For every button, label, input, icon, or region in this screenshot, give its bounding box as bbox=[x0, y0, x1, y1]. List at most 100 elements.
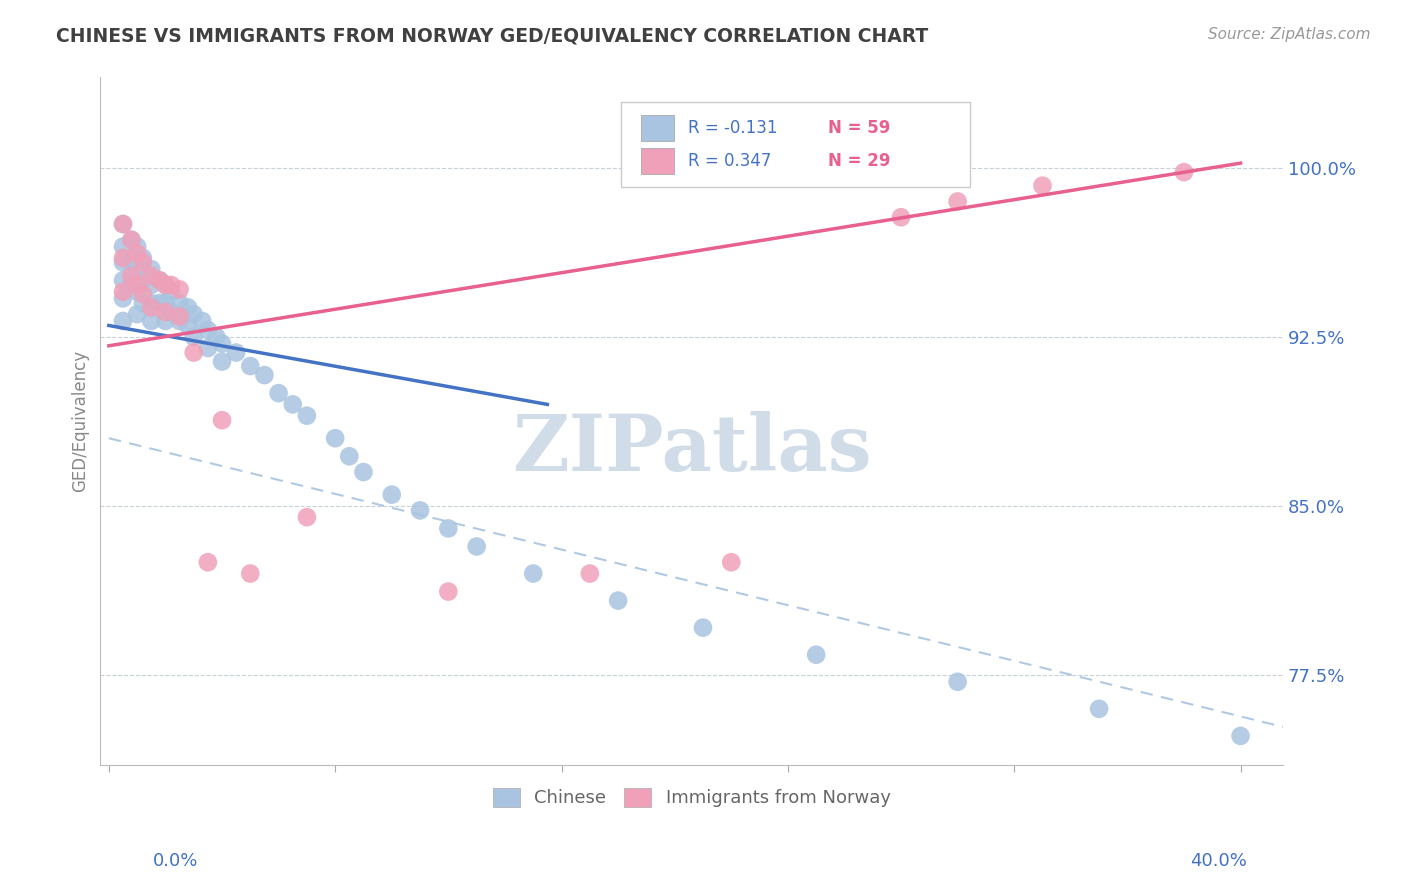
Point bbox=[127, 277, 149, 292]
Point bbox=[295, 510, 318, 524]
Point bbox=[890, 211, 912, 225]
Text: R = -0.131: R = -0.131 bbox=[688, 119, 778, 136]
Point bbox=[804, 648, 827, 662]
Point bbox=[1173, 165, 1195, 179]
Point bbox=[155, 277, 177, 292]
Point bbox=[183, 307, 205, 321]
Point bbox=[127, 262, 149, 277]
Point bbox=[121, 233, 143, 247]
Point bbox=[946, 194, 969, 209]
Point bbox=[141, 301, 163, 315]
Point bbox=[155, 277, 177, 292]
Point bbox=[183, 345, 205, 359]
Legend: Chinese, Immigrants from Norway: Chinese, Immigrants from Norway bbox=[485, 780, 898, 814]
Point bbox=[132, 273, 155, 287]
Point bbox=[141, 262, 163, 277]
Point bbox=[211, 336, 233, 351]
Point bbox=[155, 296, 177, 310]
Point bbox=[155, 305, 177, 319]
Y-axis label: GED/Equivalency: GED/Equivalency bbox=[72, 351, 89, 492]
Point bbox=[381, 487, 404, 501]
Point bbox=[132, 255, 155, 269]
Point bbox=[127, 239, 149, 253]
Point bbox=[337, 450, 360, 464]
Point bbox=[169, 314, 191, 328]
FancyBboxPatch shape bbox=[620, 102, 970, 187]
Point bbox=[149, 296, 172, 310]
Point bbox=[149, 273, 172, 287]
Text: 0.0%: 0.0% bbox=[153, 852, 198, 870]
Point bbox=[132, 287, 155, 301]
Point bbox=[946, 674, 969, 689]
Text: R = 0.347: R = 0.347 bbox=[688, 152, 772, 169]
Point bbox=[160, 277, 183, 292]
Point bbox=[437, 584, 460, 599]
Point bbox=[465, 540, 488, 554]
Point bbox=[205, 330, 228, 344]
Point bbox=[267, 386, 290, 401]
Text: ZIPatlas: ZIPatlas bbox=[512, 411, 872, 487]
Point bbox=[191, 314, 214, 328]
Point bbox=[225, 345, 247, 359]
Point bbox=[111, 292, 134, 306]
Point bbox=[295, 409, 318, 423]
Point bbox=[132, 296, 155, 310]
Point bbox=[111, 285, 134, 299]
Text: N = 29: N = 29 bbox=[828, 152, 890, 169]
Point bbox=[197, 323, 219, 337]
Point bbox=[253, 368, 276, 383]
Point bbox=[211, 413, 233, 427]
Point bbox=[211, 354, 233, 368]
FancyBboxPatch shape bbox=[641, 114, 673, 141]
Text: CHINESE VS IMMIGRANTS FROM NORWAY GED/EQUIVALENCY CORRELATION CHART: CHINESE VS IMMIGRANTS FROM NORWAY GED/EQ… bbox=[56, 27, 928, 45]
Point bbox=[111, 255, 134, 269]
Point bbox=[720, 555, 742, 569]
Text: Source: ZipAtlas.com: Source: ZipAtlas.com bbox=[1208, 27, 1371, 42]
Point bbox=[353, 465, 375, 479]
Point bbox=[127, 246, 149, 260]
Point bbox=[578, 566, 600, 581]
Point bbox=[281, 397, 304, 411]
Point bbox=[169, 282, 191, 296]
Point bbox=[522, 566, 544, 581]
Text: N = 59: N = 59 bbox=[828, 119, 890, 136]
Point bbox=[121, 277, 143, 292]
Point bbox=[183, 330, 205, 344]
Point bbox=[197, 341, 219, 355]
Point bbox=[160, 285, 183, 299]
Point bbox=[1229, 729, 1251, 743]
Point bbox=[177, 318, 200, 333]
Point bbox=[1031, 178, 1053, 193]
Point bbox=[121, 268, 143, 283]
Point bbox=[177, 301, 200, 315]
Point bbox=[141, 277, 163, 292]
Point bbox=[607, 593, 630, 607]
Point bbox=[149, 273, 172, 287]
Point bbox=[155, 314, 177, 328]
FancyBboxPatch shape bbox=[641, 147, 673, 174]
Point bbox=[169, 296, 191, 310]
Point bbox=[1088, 702, 1111, 716]
Point bbox=[111, 217, 134, 231]
Point bbox=[141, 268, 163, 283]
Point bbox=[132, 251, 155, 265]
Point bbox=[127, 307, 149, 321]
Point bbox=[111, 273, 134, 287]
Point bbox=[437, 521, 460, 535]
Point bbox=[409, 503, 432, 517]
Point bbox=[127, 285, 149, 299]
Point bbox=[111, 251, 134, 265]
Text: 40.0%: 40.0% bbox=[1189, 852, 1247, 870]
Point bbox=[121, 255, 143, 269]
Point bbox=[111, 314, 134, 328]
Point bbox=[121, 233, 143, 247]
Point bbox=[141, 296, 163, 310]
Point bbox=[111, 239, 134, 253]
Point bbox=[141, 314, 163, 328]
Point bbox=[111, 217, 134, 231]
Point bbox=[239, 566, 262, 581]
Point bbox=[197, 555, 219, 569]
Point bbox=[160, 305, 183, 319]
Point bbox=[169, 310, 191, 324]
Point bbox=[323, 431, 346, 445]
